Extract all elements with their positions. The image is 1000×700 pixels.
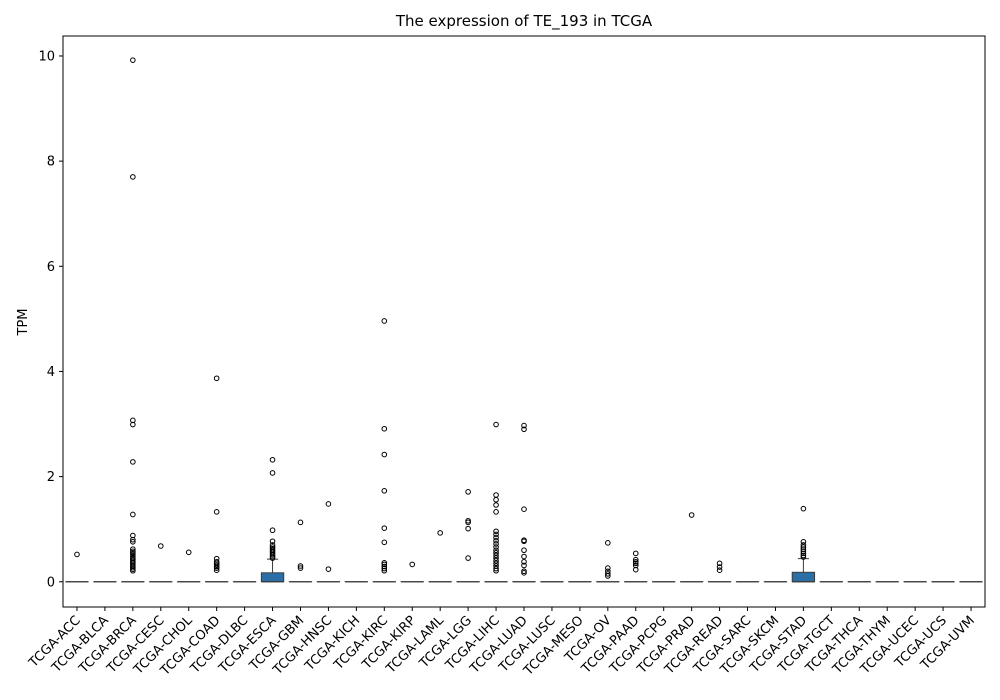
outlier-point-tcga-laml xyxy=(437,530,443,536)
outlier-point-tcga-gbm xyxy=(297,563,304,569)
outlier-point-tcga-lihc xyxy=(493,544,499,550)
outlier-point-tcga-chol xyxy=(185,549,192,556)
outlier-point-tcga-stad xyxy=(800,554,807,560)
outlier-point-tcga-lihc xyxy=(493,421,499,428)
outlier-point-tcga-stad xyxy=(800,550,807,557)
outlier-point-tcga-lihc xyxy=(493,509,499,515)
y-tick-label: 10 xyxy=(38,49,55,64)
outlier-point-tcga-gbm xyxy=(297,519,304,526)
outlier-point-tcga-paad xyxy=(632,566,639,573)
outlier-point-tcga-lihc xyxy=(493,541,499,547)
outlier-point-tcga-lihc xyxy=(493,550,499,556)
outlier-point-tcga-luad xyxy=(521,426,527,433)
outlier-point-tcga-coad xyxy=(213,567,220,573)
outlier-point-tcga-luad xyxy=(521,562,527,569)
outlier-point-tcga-paad xyxy=(632,550,639,557)
outlier-point-tcga-kirp xyxy=(409,561,416,568)
outlier-point-tcga-lihc xyxy=(493,555,499,561)
outlier-point-tcga-kirc xyxy=(381,425,388,432)
outlier-point-tcga-lihc xyxy=(493,557,499,564)
outlier-point-tcga-paad xyxy=(632,556,639,563)
outlier-point-tcga-coad xyxy=(213,509,220,515)
outlier-point-tcga-esca xyxy=(269,542,276,548)
outlier-point-tcga-brca xyxy=(130,57,136,63)
outlier-point-tcga-ov xyxy=(605,540,611,546)
outlier-point-tcga-brca xyxy=(130,511,136,518)
outlier-point-tcga-lihc xyxy=(493,565,499,572)
outlier-point-tcga-read xyxy=(716,567,723,573)
outlier-point-tcga-lihc xyxy=(493,528,499,535)
outlier-point-tcga-esca xyxy=(269,538,276,545)
outlier-point-tcga-ov xyxy=(605,565,611,571)
chart-title: The expression of TE_193 in TCGA xyxy=(395,12,653,31)
outlier-point-tcga-brca xyxy=(130,459,136,465)
outlier-point-tcga-ov xyxy=(605,573,611,579)
y-tick-label: 6 xyxy=(47,260,55,275)
outlier-point-tcga-stad xyxy=(800,505,807,512)
outlier-point-tcga-lihc xyxy=(493,560,499,567)
outlier-point-tcga-read xyxy=(716,564,723,570)
outlier-point-tcga-paad xyxy=(632,560,639,567)
outlier-point-tcga-kirc xyxy=(381,565,388,572)
box-tcga-stad xyxy=(791,571,816,583)
outlier-point-tcga-cesc xyxy=(157,543,164,549)
y-tick-label: 0 xyxy=(47,575,55,590)
outlier-point-tcga-lihc xyxy=(493,492,499,498)
outlier-point-tcga-lgg xyxy=(465,525,471,532)
outlier-point-tcga-esca xyxy=(269,470,276,476)
outlier-point-tcga-lihc xyxy=(493,547,499,554)
y-tick-label: 4 xyxy=(47,365,55,380)
outlier-point-tcga-hnsc xyxy=(325,566,332,572)
outlier-point-tcga-prad xyxy=(688,512,695,518)
y-tick-label: 8 xyxy=(47,155,55,170)
outlier-point-tcga-gbm xyxy=(297,565,304,571)
outlier-point-tcga-kirc xyxy=(381,488,388,494)
outlier-point-tcga-coad xyxy=(213,565,220,571)
outlier-point-tcga-lihc xyxy=(493,534,499,541)
outlier-point-tcga-acc xyxy=(74,551,80,558)
outlier-point-tcga-lihc xyxy=(493,502,499,508)
outlier-point-tcga-lihc xyxy=(493,567,499,574)
outlier-point-tcga-kirc xyxy=(381,567,388,574)
outlier-point-tcga-brca xyxy=(130,421,136,428)
y-axis-label: TPM xyxy=(16,309,31,337)
outlier-point-tcga-esca xyxy=(269,555,276,561)
outlier-point-tcga-lgg xyxy=(465,489,471,495)
outlier-point-tcga-lihc xyxy=(493,552,499,559)
outlier-point-tcga-luad xyxy=(521,538,527,545)
outlier-point-tcga-hnsc xyxy=(325,501,332,507)
outlier-point-tcga-read xyxy=(716,560,723,567)
outlier-point-tcga-luad xyxy=(521,506,527,513)
outlier-point-tcga-brca xyxy=(130,536,136,543)
outlier-point-tcga-esca xyxy=(269,527,276,534)
outlier-point-tcga-brca xyxy=(130,174,136,180)
box-tcga-esca xyxy=(260,572,285,583)
outlier-point-tcga-luad xyxy=(521,547,527,554)
outlier-point-tcga-kirc xyxy=(381,539,388,546)
outlier-point-tcga-brca xyxy=(130,539,136,545)
outlier-point-tcga-coad xyxy=(213,375,220,382)
plot-frame xyxy=(62,35,986,608)
outlier-point-tcga-luad xyxy=(521,570,527,576)
outlier-point-tcga-esca xyxy=(269,456,276,463)
outlier-point-tcga-kirc xyxy=(381,318,388,324)
outlier-point-tcga-ov xyxy=(605,571,611,577)
outlier-point-tcga-brca xyxy=(130,546,136,552)
outlier-point-tcga-lihc xyxy=(493,531,499,538)
outlier-point-tcga-brca xyxy=(130,567,136,574)
outlier-point-tcga-lihc xyxy=(493,537,499,544)
outlier-point-tcga-brca xyxy=(130,551,136,558)
y-tick-label: 2 xyxy=(47,470,55,485)
outlier-point-tcga-stad xyxy=(800,539,807,545)
outlier-point-tcga-luad xyxy=(521,558,527,565)
plot-area: 0246810TCGA-ACCTCGA-BLCATCGA-BRCATCGA-CE… xyxy=(26,49,983,679)
outlier-point-tcga-luad xyxy=(521,553,527,560)
outlier-point-tcga-lgg xyxy=(465,555,471,561)
outlier-point-tcga-luad xyxy=(521,422,527,429)
outlier-point-tcga-lihc xyxy=(493,496,499,503)
outlier-point-tcga-kirc xyxy=(381,525,388,531)
outlier-point-tcga-lgg xyxy=(465,519,471,526)
outlier-point-tcga-kirc xyxy=(381,451,388,458)
